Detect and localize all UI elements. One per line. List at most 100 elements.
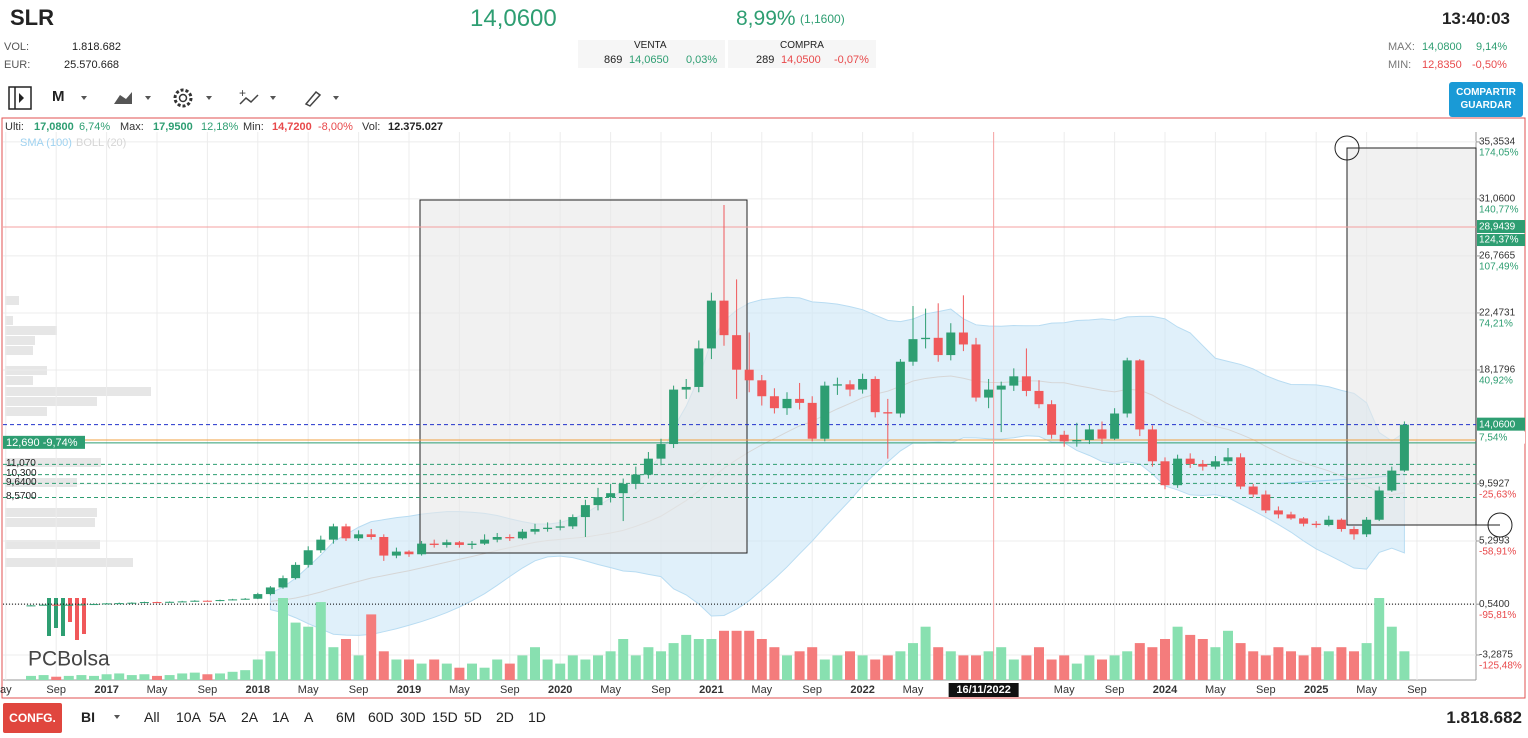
period[interactable]: M <box>52 88 65 105</box>
volume-bar <box>1084 655 1095 680</box>
volume-bar <box>38 675 49 680</box>
candle-body <box>681 386 691 390</box>
candle-body <box>1374 490 1384 520</box>
x-tick-label: May <box>1054 684 1075 696</box>
drawn-rectangle <box>1346 147 1477 526</box>
volume-bar <box>782 655 792 680</box>
candle-body <box>1173 458 1183 486</box>
y-tick-label: 22,4731 <box>1479 308 1516 319</box>
candle-body <box>114 603 124 605</box>
x-tick-label: Sep <box>500 684 520 696</box>
x-tick-label: 2019 <box>397 684 421 696</box>
volume-bar <box>1210 647 1221 680</box>
config-button[interactable]: CONFG. <box>3 703 62 733</box>
x-tick-label: 2020 <box>548 684 572 696</box>
mode[interactable]: BI <box>81 709 95 725</box>
handle[interactable] <box>1334 135 1360 161</box>
volume-bar <box>1235 643 1246 680</box>
range-button[interactable]: 10A <box>176 709 201 725</box>
candle-body <box>39 604 49 606</box>
range-button[interactable]: 15D <box>432 709 458 725</box>
volume-bar <box>807 647 818 680</box>
candle-body <box>996 385 1006 390</box>
volume-bar <box>769 647 780 680</box>
level-label: 9,6400 <box>6 477 37 488</box>
settings[interactable] <box>173 88 212 108</box>
volume-bar <box>1046 659 1057 680</box>
y-tick-pct: -125,48% <box>1479 661 1522 672</box>
indicators[interactable]: + <box>239 86 276 105</box>
range-button[interactable]: 5D <box>464 709 482 725</box>
candle-body <box>454 542 464 545</box>
volume-bar <box>908 643 918 680</box>
buy-pct: -0,07% <box>834 54 869 66</box>
volume-bar <box>882 655 893 680</box>
volume-bar <box>429 659 440 680</box>
candle-body <box>845 384 855 390</box>
range-button[interactable]: 1D <box>528 709 546 725</box>
volume-bar <box>454 667 465 680</box>
range-button[interactable]: 6M <box>336 709 356 725</box>
share-button[interactable]: COMPARTIR GUARDAR <box>1449 82 1523 117</box>
volume-bar <box>530 647 540 680</box>
range-button[interactable]: 5A <box>209 709 227 725</box>
volume-bar <box>1273 647 1284 680</box>
candle-body <box>26 605 36 607</box>
candle-body <box>1059 434 1069 442</box>
range-button[interactable]: 2A <box>241 709 259 725</box>
range-button[interactable]: 60D <box>368 709 394 725</box>
range-button[interactable]: 30D <box>400 709 426 725</box>
volume-bar <box>555 663 566 680</box>
candle-body <box>694 348 704 387</box>
chart-type[interactable] <box>114 92 151 104</box>
range-button[interactable]: 2D <box>496 709 514 725</box>
volume-bar <box>1386 626 1397 680</box>
candle-body <box>580 505 590 518</box>
period-dropdown[interactable] <box>81 96 87 100</box>
volume-bar <box>1311 647 1322 680</box>
volume-bar <box>731 630 742 680</box>
range-button[interactable]: 1A <box>272 709 290 725</box>
volume-bar <box>706 639 717 680</box>
candle-body <box>958 332 968 345</box>
range-button[interactable]: A <box>304 709 314 725</box>
candle-body <box>732 335 742 370</box>
level-label: 8,5700 <box>6 491 37 502</box>
info-pct: 12,18% <box>201 121 239 133</box>
volume-bar <box>1034 647 1044 680</box>
vol: 1.818.682 <box>72 41 121 53</box>
volume-bar <box>315 602 326 680</box>
toggle-panel[interactable] <box>8 86 32 110</box>
candle-body <box>429 543 439 545</box>
range-button[interactable]: All <box>144 709 160 725</box>
level-pct-box <box>1477 234 1525 247</box>
candle-body <box>442 542 452 545</box>
candle-body <box>921 337 931 340</box>
mode-dropdown[interactable] <box>112 712 124 722</box>
y-tick-label: 9,5927 <box>1479 479 1510 490</box>
candle-body <box>669 389 679 445</box>
volume-bar <box>26 675 36 680</box>
y-tick-pct: -58,91% <box>1479 547 1516 558</box>
candle-body <box>744 369 754 381</box>
price: 14,0600 <box>470 5 557 32</box>
candle-body <box>1009 376 1019 386</box>
volume-bar <box>202 674 213 680</box>
volume-bar <box>391 659 402 680</box>
draw-tool[interactable] <box>304 90 339 107</box>
clock: 13:40:03 <box>1441 9 1510 28</box>
candle-body <box>417 543 427 555</box>
x-tick-label: May <box>1205 684 1226 696</box>
level-pct-box <box>1477 431 1525 444</box>
candle-body <box>1362 519 1372 535</box>
volume-bar <box>832 655 843 680</box>
candle-body <box>228 599 238 601</box>
handle[interactable] <box>1487 512 1513 538</box>
drawn-rectangle <box>419 199 748 554</box>
volume-bar <box>1298 655 1309 680</box>
volume-bar <box>996 647 1007 680</box>
candle-body <box>303 550 313 565</box>
candle-body <box>1084 429 1094 441</box>
candle-body <box>769 396 779 409</box>
volume-bar <box>215 673 225 680</box>
